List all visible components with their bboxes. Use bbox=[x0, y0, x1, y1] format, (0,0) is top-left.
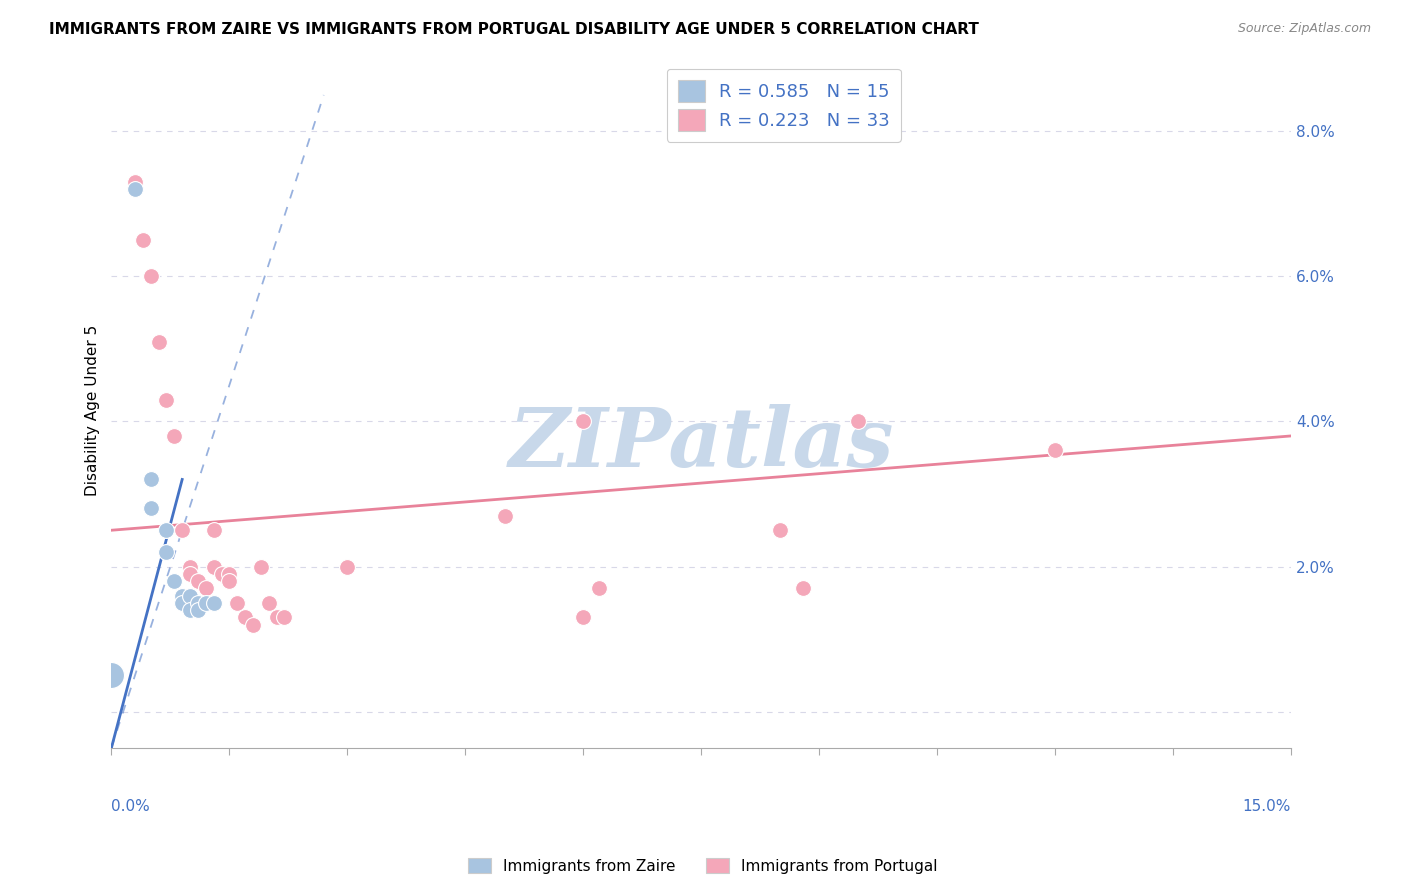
Point bbox=[187, 603, 209, 617]
Point bbox=[211, 566, 233, 581]
Text: 15.0%: 15.0% bbox=[1243, 798, 1291, 814]
Point bbox=[588, 581, 610, 595]
Point bbox=[124, 182, 146, 196]
Point bbox=[257, 596, 280, 610]
Legend: R = 0.585   N = 15, R = 0.223   N = 33: R = 0.585 N = 15, R = 0.223 N = 33 bbox=[666, 69, 901, 142]
Text: ZIPatlas: ZIPatlas bbox=[509, 404, 894, 484]
Point bbox=[163, 429, 186, 443]
Point bbox=[155, 545, 177, 559]
Point bbox=[848, 414, 870, 428]
Point bbox=[1043, 443, 1066, 458]
Point bbox=[179, 566, 201, 581]
Point bbox=[100, 668, 122, 682]
Point bbox=[124, 175, 146, 189]
Point bbox=[202, 523, 225, 537]
Text: IMMIGRANTS FROM ZAIRE VS IMMIGRANTS FROM PORTUGAL DISABILITY AGE UNDER 5 CORRELA: IMMIGRANTS FROM ZAIRE VS IMMIGRANTS FROM… bbox=[49, 22, 979, 37]
Point bbox=[273, 610, 295, 624]
Point bbox=[172, 596, 194, 610]
Text: 0.0%: 0.0% bbox=[111, 798, 150, 814]
Point bbox=[194, 581, 217, 595]
Point bbox=[572, 610, 595, 624]
Point bbox=[494, 508, 516, 523]
Text: Source: ZipAtlas.com: Source: ZipAtlas.com bbox=[1237, 22, 1371, 36]
Legend: Immigrants from Zaire, Immigrants from Portugal: Immigrants from Zaire, Immigrants from P… bbox=[463, 852, 943, 880]
Point bbox=[179, 559, 201, 574]
Point bbox=[148, 334, 170, 349]
Point bbox=[139, 473, 162, 487]
Point bbox=[155, 392, 177, 407]
Point bbox=[139, 269, 162, 284]
Point bbox=[336, 559, 359, 574]
Point bbox=[792, 581, 814, 595]
Point bbox=[132, 233, 155, 247]
Point bbox=[226, 596, 249, 610]
Point bbox=[572, 414, 595, 428]
Point bbox=[218, 574, 240, 588]
Point bbox=[187, 574, 209, 588]
Point bbox=[266, 610, 288, 624]
Point bbox=[233, 610, 256, 624]
Point bbox=[769, 523, 792, 537]
Point bbox=[242, 617, 264, 632]
Point bbox=[172, 523, 194, 537]
Point bbox=[172, 589, 194, 603]
Point bbox=[202, 596, 225, 610]
Point bbox=[250, 559, 273, 574]
Point bbox=[179, 589, 201, 603]
Point bbox=[155, 523, 177, 537]
Point bbox=[187, 596, 209, 610]
Y-axis label: Disability Age Under 5: Disability Age Under 5 bbox=[86, 325, 100, 496]
Point bbox=[226, 596, 249, 610]
Point bbox=[139, 501, 162, 516]
Point bbox=[179, 603, 201, 617]
Point bbox=[202, 559, 225, 574]
Point bbox=[194, 596, 217, 610]
Point bbox=[218, 566, 240, 581]
Point bbox=[163, 574, 186, 588]
